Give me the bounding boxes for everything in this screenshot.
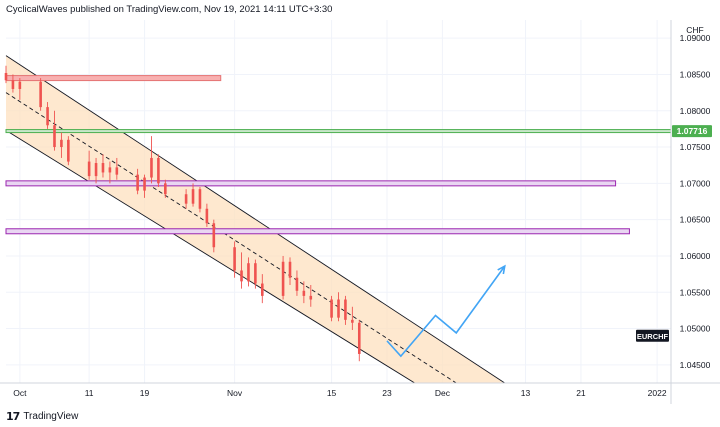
- resistance-zone-pink: [5, 75, 222, 82]
- candle-body: [191, 189, 195, 204]
- horizontal-levels: [5, 75, 672, 235]
- candle-body: [87, 161, 91, 177]
- candle-body: [67, 139, 70, 162]
- currency-label: CHF: [686, 25, 703, 35]
- candle-body: [309, 295, 313, 300]
- y-tick-label: 1.08500: [680, 69, 711, 79]
- y-tick-label: 1.05500: [680, 287, 711, 297]
- x-tick-label: Oct: [13, 388, 27, 398]
- candle-body: [46, 107, 49, 126]
- publish-info: CyclicalWaves published on TradingView.c…: [6, 4, 332, 15]
- candle-body: [288, 261, 292, 278]
- candle-body: [53, 125, 56, 148]
- current-price-label: 1.07716: [677, 126, 708, 136]
- y-tick-label: 1.07000: [680, 178, 711, 188]
- x-tick-label: Dec: [435, 388, 451, 398]
- channel-lower-line: [5, 129, 415, 384]
- candle-body: [198, 189, 202, 209]
- candle-body: [4, 72, 8, 81]
- candle-body: [302, 290, 306, 296]
- candle-body: [143, 177, 146, 191]
- candle-body: [115, 167, 119, 175]
- tradingview-logo-icon: 17: [6, 409, 20, 423]
- published-text: published on TradingView.com,: [70, 4, 202, 15]
- x-tick-label: 11: [85, 388, 94, 398]
- candle-body: [337, 299, 340, 318]
- x-tick-label: 15: [327, 388, 337, 398]
- current-price-line: [5, 129, 672, 134]
- x-tick-label: 23: [382, 388, 392, 398]
- x-tick-label: Nov: [227, 388, 243, 398]
- y-tick-label: 1.07500: [680, 142, 711, 152]
- projection-path: [386, 264, 506, 358]
- y-tick-label: 1.06000: [680, 251, 711, 261]
- candle-body: [344, 299, 347, 320]
- candle-body: [233, 247, 236, 271]
- candle-body: [281, 261, 285, 296]
- brand-name: TradingView: [23, 410, 79, 422]
- y-tick-label: 1.04500: [680, 360, 711, 370]
- candle-body: [212, 223, 216, 248]
- y-tick-label: 1.09000: [680, 33, 711, 43]
- candle-body: [240, 270, 243, 282]
- chart-area[interactable]: CHF 1.09000 1.08500 1.08000 1.07500 1.07000 1.…: [0, 20, 720, 406]
- candle-body: [351, 319, 354, 323]
- candle-body: [157, 157, 160, 184]
- candle-body: [101, 163, 105, 173]
- candle-body: [254, 263, 257, 284]
- candle-body: [247, 263, 250, 282]
- candle-body: [11, 80, 15, 89]
- candle-body: [330, 299, 333, 318]
- channel-upper-line: [5, 55, 505, 384]
- candle-body: [261, 283, 264, 296]
- candle-body: [150, 157, 153, 178]
- symbol-tag: [636, 329, 669, 342]
- candle-body: [60, 139, 63, 148]
- candle-body: [94, 163, 98, 177]
- candle-body: [136, 174, 139, 191]
- publish-timestamp: Nov 19, 2021 14:11 UTC+3:30: [204, 4, 333, 15]
- y-tick-label: 1.08000: [680, 106, 711, 116]
- candle-body: [205, 208, 209, 224]
- projection-line: [386, 265, 506, 358]
- tradingview-footer: 17 TradingView: [6, 409, 78, 423]
- candles: [4, 65, 361, 362]
- publisher-name: CyclicalWaves: [6, 4, 68, 15]
- candle-body: [357, 322, 361, 354]
- candle-body: [295, 277, 299, 291]
- candle-body: [108, 167, 112, 173]
- candle-body: [18, 81, 22, 89]
- x-tick-label: 19: [140, 388, 150, 398]
- current-price-tag: [672, 125, 712, 138]
- symbol-label: EURCHF: [637, 332, 669, 341]
- x-tick-label: 2022: [648, 388, 667, 398]
- support-resistance-zone: [5, 228, 630, 235]
- candle-body: [164, 183, 167, 195]
- support-resistance-zone: [5, 180, 617, 187]
- x-tick-label: 13: [521, 388, 531, 398]
- channel-layer: [5, 55, 505, 384]
- candle-body: [39, 81, 42, 108]
- y-tick-label: 1.06500: [680, 215, 711, 225]
- y-tick-label: 1.05000: [680, 324, 711, 334]
- projection-arrowhead-icon: [497, 264, 506, 275]
- x-tick-label: 21: [576, 388, 586, 398]
- candle-body: [184, 194, 188, 204]
- channel-mid-line: [5, 92, 457, 384]
